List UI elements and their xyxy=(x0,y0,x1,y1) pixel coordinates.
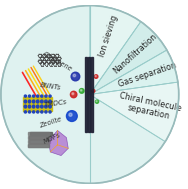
Bar xyxy=(23,107,52,111)
Circle shape xyxy=(24,95,27,97)
Circle shape xyxy=(49,101,51,103)
Circle shape xyxy=(24,105,27,107)
Circle shape xyxy=(33,100,35,102)
Circle shape xyxy=(94,75,98,78)
Circle shape xyxy=(33,105,35,107)
Bar xyxy=(30,132,52,135)
Text: Gas separation: Gas separation xyxy=(117,60,178,89)
Circle shape xyxy=(37,101,39,103)
Circle shape xyxy=(72,93,74,95)
Circle shape xyxy=(28,100,31,102)
Wedge shape xyxy=(90,50,178,94)
Circle shape xyxy=(33,101,35,103)
Circle shape xyxy=(41,106,43,108)
Circle shape xyxy=(95,100,99,103)
Circle shape xyxy=(79,89,84,93)
Circle shape xyxy=(37,111,39,113)
Bar xyxy=(23,97,52,101)
Circle shape xyxy=(37,105,39,107)
Circle shape xyxy=(92,89,95,92)
Circle shape xyxy=(49,100,51,102)
Circle shape xyxy=(49,105,51,107)
Circle shape xyxy=(37,106,39,108)
Text: BNNTs: BNNTs xyxy=(39,82,61,91)
Circle shape xyxy=(28,101,31,103)
Circle shape xyxy=(45,105,47,107)
Circle shape xyxy=(1,6,179,183)
Bar xyxy=(23,102,52,106)
Circle shape xyxy=(80,90,82,91)
Text: Zeolite: Zeolite xyxy=(38,116,62,129)
Text: MOFs: MOFs xyxy=(42,132,62,145)
Text: Ion sieving: Ion sieving xyxy=(98,15,120,58)
Circle shape xyxy=(45,111,47,113)
Circle shape xyxy=(41,111,43,113)
Bar xyxy=(28,132,49,135)
Bar xyxy=(28,144,49,147)
Bar xyxy=(88,57,90,132)
Circle shape xyxy=(33,106,35,108)
Circle shape xyxy=(41,101,43,103)
Text: Nanofiltration: Nanofiltration xyxy=(112,32,159,75)
Wedge shape xyxy=(90,6,141,94)
Text: Graphene: Graphene xyxy=(42,50,73,72)
Bar xyxy=(29,136,51,139)
Circle shape xyxy=(28,95,31,97)
Text: TMDCs: TMDCs xyxy=(44,99,67,108)
Bar xyxy=(85,57,87,132)
Circle shape xyxy=(96,101,97,102)
Circle shape xyxy=(73,74,76,77)
Circle shape xyxy=(45,100,47,102)
Circle shape xyxy=(49,106,51,108)
Circle shape xyxy=(37,95,39,97)
Circle shape xyxy=(41,100,43,102)
Bar xyxy=(28,144,49,147)
Circle shape xyxy=(41,95,43,97)
Circle shape xyxy=(69,113,72,116)
Circle shape xyxy=(24,101,27,103)
Circle shape xyxy=(24,100,27,102)
Circle shape xyxy=(45,95,47,97)
Circle shape xyxy=(37,100,39,102)
Circle shape xyxy=(70,91,77,98)
Circle shape xyxy=(33,111,35,113)
Circle shape xyxy=(49,111,51,113)
Wedge shape xyxy=(90,22,167,94)
Circle shape xyxy=(24,111,27,113)
Bar xyxy=(28,136,49,139)
Bar xyxy=(28,140,49,143)
Circle shape xyxy=(49,95,51,97)
Circle shape xyxy=(28,106,31,108)
Circle shape xyxy=(24,106,27,108)
Circle shape xyxy=(71,72,80,81)
Circle shape xyxy=(67,111,77,122)
Circle shape xyxy=(28,111,31,113)
Text: Chiral molecule
separation: Chiral molecule separation xyxy=(117,91,182,123)
Bar xyxy=(29,140,50,143)
Bar xyxy=(91,57,92,132)
Circle shape xyxy=(45,106,47,108)
Circle shape xyxy=(95,76,96,77)
Wedge shape xyxy=(90,82,179,142)
Circle shape xyxy=(41,105,43,107)
Polygon shape xyxy=(49,130,68,156)
Circle shape xyxy=(28,105,31,107)
Circle shape xyxy=(45,101,47,103)
Circle shape xyxy=(33,95,35,97)
